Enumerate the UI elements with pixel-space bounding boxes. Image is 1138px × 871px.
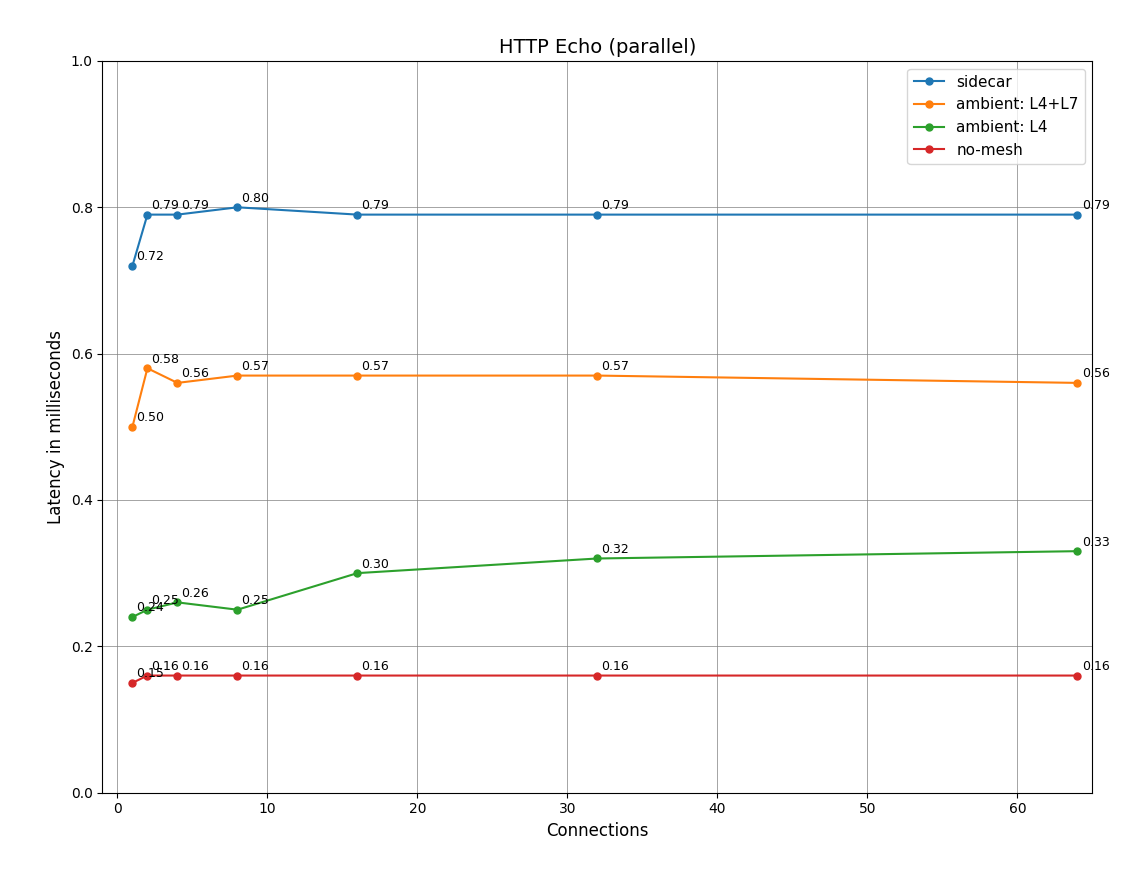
Text: 0.57: 0.57: [241, 360, 270, 373]
sidecar: [351, 209, 364, 219]
ambient: L4: (1, 0.24): L4: (1, 0.24): [125, 611, 139, 622]
Line: ambient: L4: ambient: L4: [129, 548, 1081, 620]
Text: 0.79: 0.79: [1081, 199, 1110, 212]
Text: 0.79: 0.79: [182, 199, 209, 212]
no-mesh: [125, 678, 139, 688]
Text: 0.33: 0.33: [1081, 536, 1110, 549]
Text: 0.57: 0.57: [362, 360, 389, 373]
no-mesh: [351, 671, 364, 681]
no-mesh: [171, 671, 184, 681]
Text: 0.72: 0.72: [137, 250, 165, 263]
Text: 0.25: 0.25: [241, 594, 270, 607]
Text: 0.16: 0.16: [602, 660, 629, 673]
Text: 0.56: 0.56: [182, 368, 209, 381]
Text: 0.16: 0.16: [182, 660, 209, 673]
Text: 0.79: 0.79: [602, 199, 629, 212]
sidecar: [125, 260, 139, 271]
Text: 0.50: 0.50: [137, 411, 165, 424]
ambient: L4+L7: (64, 0.56): L4+L7: (64, 0.56): [1071, 378, 1085, 388]
Text: 0.15: 0.15: [137, 667, 165, 680]
ambient: L4+L7: (16, 0.57): L4+L7: (16, 0.57): [351, 370, 364, 381]
Text: 0.32: 0.32: [602, 543, 629, 556]
no-mesh: [141, 671, 155, 681]
Line: sidecar: sidecar: [129, 204, 1081, 269]
Text: 0.16: 0.16: [151, 660, 180, 673]
Line: no-mesh: no-mesh: [129, 672, 1081, 686]
Legend: sidecar, ambient: L4+L7, ambient: L4, no-mesh: sidecar, ambient: L4+L7, ambient: L4, no…: [907, 69, 1085, 164]
Y-axis label: Latency in milliseconds: Latency in milliseconds: [47, 330, 65, 523]
ambient: L4: (64, 0.33): L4: (64, 0.33): [1071, 546, 1085, 557]
Text: 0.80: 0.80: [241, 192, 270, 205]
Text: 0.26: 0.26: [182, 587, 209, 600]
ambient: L4: (8, 0.25): L4: (8, 0.25): [231, 604, 245, 615]
no-mesh: [591, 671, 604, 681]
sidecar: [1071, 209, 1085, 219]
X-axis label: Connections: Connections: [546, 822, 649, 840]
ambient: L4: (16, 0.3): L4: (16, 0.3): [351, 568, 364, 578]
Text: 0.16: 0.16: [1081, 660, 1110, 673]
Line: ambient: L4+L7: ambient: L4+L7: [129, 365, 1081, 430]
Text: 0.16: 0.16: [241, 660, 270, 673]
ambient: L4: (4, 0.26): L4: (4, 0.26): [171, 598, 184, 608]
ambient: L4+L7: (8, 0.57): L4+L7: (8, 0.57): [231, 370, 245, 381]
ambient: L4+L7: (4, 0.56): L4+L7: (4, 0.56): [171, 378, 184, 388]
sidecar: [141, 209, 155, 219]
Text: 0.57: 0.57: [602, 360, 629, 373]
Text: 0.58: 0.58: [151, 353, 180, 366]
ambient: L4+L7: (1, 0.5): L4+L7: (1, 0.5): [125, 422, 139, 432]
no-mesh: [231, 671, 245, 681]
Text: 0.30: 0.30: [362, 557, 389, 571]
sidecar: [591, 209, 604, 219]
ambient: L4: (32, 0.32): L4: (32, 0.32): [591, 553, 604, 564]
Text: 0.56: 0.56: [1081, 368, 1110, 381]
ambient: L4: (2, 0.25): L4: (2, 0.25): [141, 604, 155, 615]
Text: 0.24: 0.24: [137, 602, 164, 614]
ambient: L4+L7: (2, 0.58): L4+L7: (2, 0.58): [141, 363, 155, 374]
sidecar: [171, 209, 184, 219]
Text: 0.16: 0.16: [362, 660, 389, 673]
no-mesh: [1071, 671, 1085, 681]
Title: HTTP Echo (parallel): HTTP Echo (parallel): [498, 37, 696, 57]
Text: 0.79: 0.79: [151, 199, 180, 212]
Text: 0.79: 0.79: [362, 199, 389, 212]
ambient: L4+L7: (32, 0.57): L4+L7: (32, 0.57): [591, 370, 604, 381]
sidecar: [231, 202, 245, 213]
Text: 0.25: 0.25: [151, 594, 180, 607]
